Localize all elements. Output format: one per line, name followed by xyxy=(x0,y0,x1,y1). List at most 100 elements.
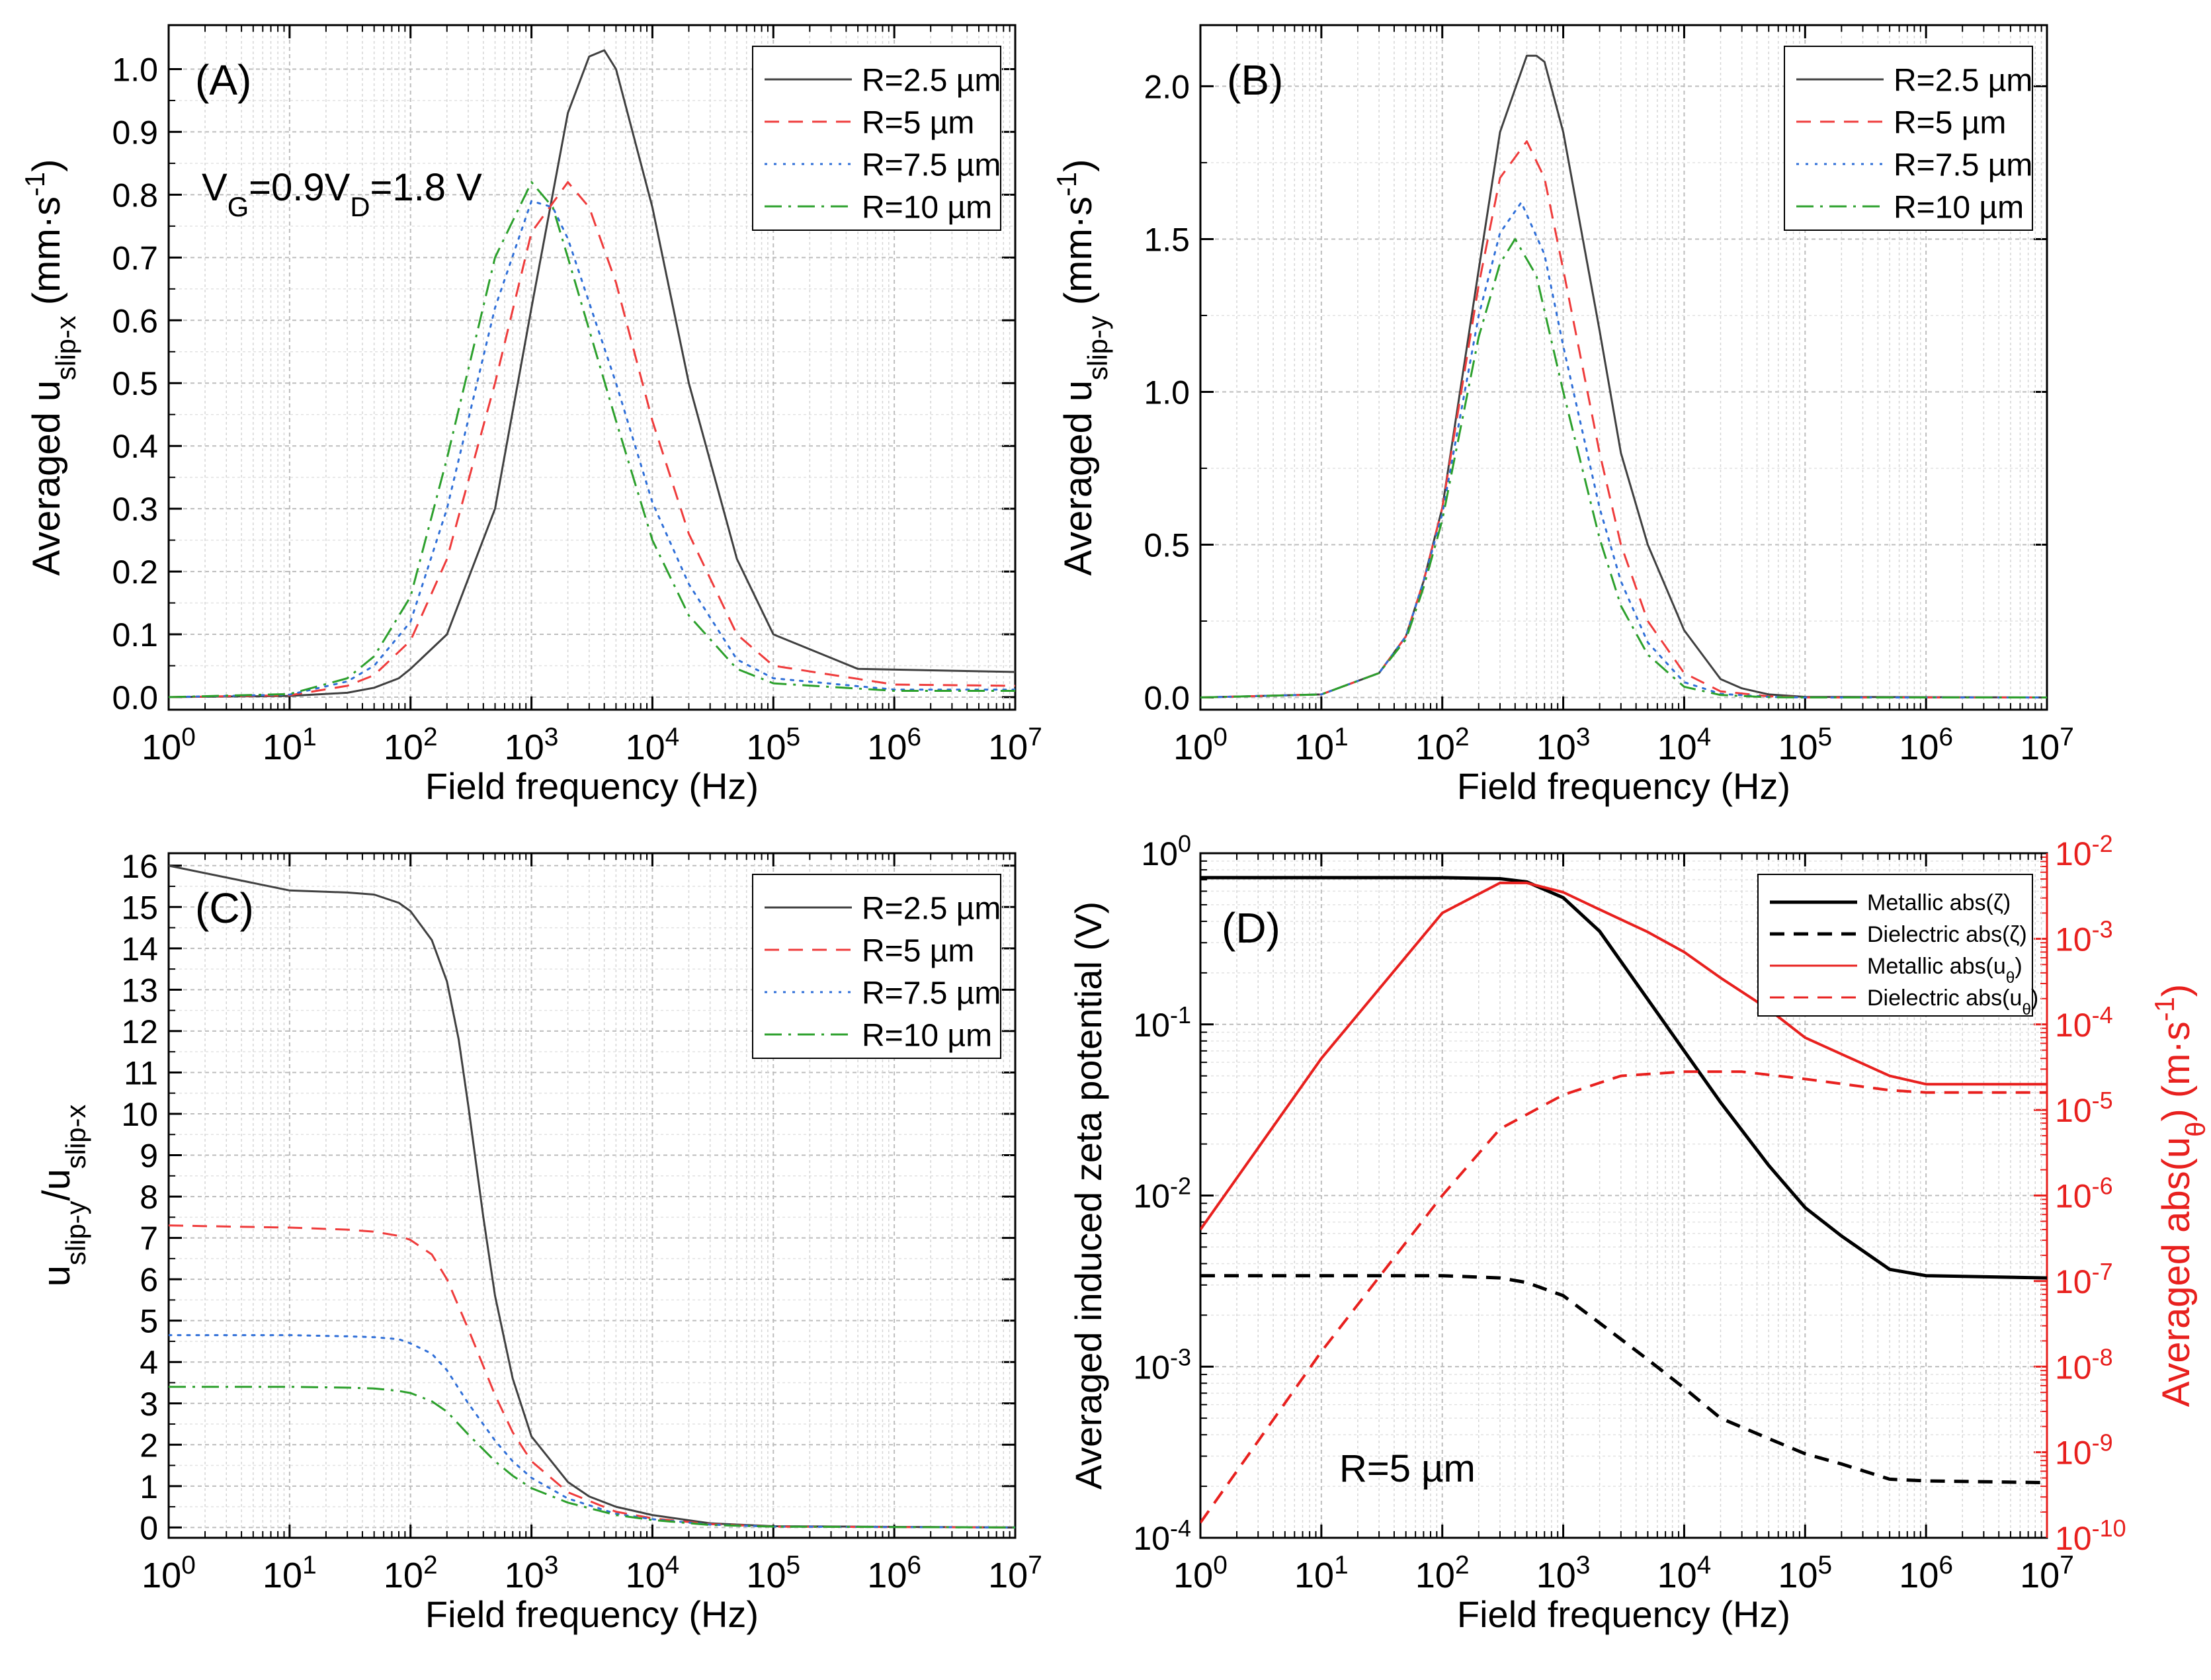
x-axis-label: Field frequency (Hz) xyxy=(425,765,759,807)
y-right-tick-label: 10-4 xyxy=(2055,1001,2113,1044)
y-right-tick-label: 10-2 xyxy=(2055,830,2113,873)
y-tick-label: 4 xyxy=(140,1344,158,1381)
x-tick-label: 103 xyxy=(1536,1551,1591,1596)
y-right-tick-label: 10-8 xyxy=(2055,1343,2113,1386)
series-line-r-5-m xyxy=(169,181,1015,698)
series-line-r-7-5-m xyxy=(1200,201,2047,698)
y-tick-label: 0.6 xyxy=(112,302,158,339)
series-line-r-10-m xyxy=(169,181,1015,698)
y-tick-label: 13 xyxy=(121,972,158,1009)
radius-note: R=5 µm xyxy=(1339,1447,1476,1490)
panel-b: 0.0 0.5 1.0 1.5 2.0 100 101 102 103 104 105 106 107 F… xyxy=(1051,24,2074,807)
series-line-r-2-5-m xyxy=(169,864,1015,1529)
x-tick-label: 105 xyxy=(746,723,800,768)
legend-box xyxy=(752,874,1001,1059)
y-tick-label: 12 xyxy=(121,1013,158,1050)
legend-entry: R=5 µm xyxy=(862,105,974,140)
legend-entry: R=7.5 µm xyxy=(862,976,1001,1011)
x-tick-label: 103 xyxy=(505,1551,559,1596)
voltage-annotation: VG=0.9VD=1.8 V xyxy=(202,166,482,222)
x-tick-label: 102 xyxy=(384,1551,438,1596)
legend-entry: Dielectric abs(uθ) xyxy=(1867,986,2038,1019)
y-tick-label: 8 xyxy=(140,1179,158,1216)
x-tick-label: 103 xyxy=(1536,723,1591,768)
x-tick-label: 102 xyxy=(384,723,438,768)
series-line-r-5-m xyxy=(1200,140,2047,698)
series-line-dielectric-abs- xyxy=(1200,1274,2047,1485)
legend-entry: R=2.5 µm xyxy=(862,63,1001,98)
series-line-r-10-m xyxy=(169,1386,1015,1529)
y-tick-label: 1.5 xyxy=(1144,221,1190,258)
x-tick-label: 102 xyxy=(1415,723,1470,768)
series-group xyxy=(1200,876,2047,1524)
y-tick-label: 0.4 xyxy=(112,428,158,465)
panel-label: (C) xyxy=(195,884,254,932)
y-right-tick-label: 10-3 xyxy=(2055,915,2113,958)
x-tick-label: 104 xyxy=(626,723,680,768)
y-tick-label: 10-4 xyxy=(1133,1515,1191,1558)
legend-box xyxy=(1757,874,2033,1017)
x-tick-label: 101 xyxy=(263,1551,317,1596)
y-right-tick-label: 10-10 xyxy=(2055,1515,2126,1558)
series-group xyxy=(1200,54,2047,698)
panel-label: (B) xyxy=(1227,56,1283,104)
y-right-tick-label: 10-5 xyxy=(2055,1087,2113,1130)
y-tick-label: 7 xyxy=(140,1220,158,1257)
y-axis-label: Averaged uslip-y (mm·s-1) xyxy=(1051,159,1113,576)
panel-d: 100 10-1 10-2 10-3 10-4 10-2 10-3 10-4 10-5 10-6 1… xyxy=(1067,830,2211,1636)
x-tick-label: 107 xyxy=(2020,1551,2074,1596)
y-tick-label: 9 xyxy=(140,1138,158,1175)
x-tick-label: 100 xyxy=(1173,723,1228,768)
y-axis-label: Averaged uslip-x (mm·s-1) xyxy=(19,159,81,576)
y-tick-label: 0.0 xyxy=(1144,680,1190,717)
x-tick-label: 102 xyxy=(1415,1551,1470,1596)
y-tick-label: 0.1 xyxy=(112,616,158,653)
y-tick-label: 6 xyxy=(140,1261,158,1298)
x-tick-label: 107 xyxy=(988,1551,1042,1596)
y-right-tick-label: 10-7 xyxy=(2055,1257,2113,1300)
y-tick-label: 10-1 xyxy=(1133,1001,1191,1044)
x-axis-label: Field frequency (Hz) xyxy=(1457,765,1790,807)
legend-entry: R=10 µm xyxy=(862,190,992,225)
y-tick-label: 0.0 xyxy=(112,679,158,716)
y-tick-label: 16 xyxy=(121,848,158,885)
legend-entry: R=2.5 µm xyxy=(862,891,1001,926)
x-tick-label: 101 xyxy=(1294,723,1349,768)
legend-entry: R=2.5 µm xyxy=(1894,63,2032,98)
series-line-r-2-5-m xyxy=(169,49,1015,698)
y-tick-label: 0.8 xyxy=(112,177,158,214)
y-tick-label: 1.0 xyxy=(112,51,158,88)
x-tick-label: 101 xyxy=(263,723,317,768)
series-group xyxy=(169,49,1015,698)
x-tick-label: 105 xyxy=(746,1551,800,1596)
x-tick-label: 106 xyxy=(1899,723,1953,768)
legend-entry: R=7.5 µm xyxy=(862,147,1001,183)
legend-entry: Metallic abs(uθ) xyxy=(1867,954,2023,987)
plot-frame xyxy=(1199,24,2048,711)
legend-entry: R=7.5 µm xyxy=(1894,147,2032,183)
series-line-metallic-abs- xyxy=(1200,876,2047,1280)
y-right-tick-label: 10-6 xyxy=(2055,1172,2113,1215)
legend-entry: Dielectric abs(ζ) xyxy=(1867,922,2027,947)
panel-label: (A) xyxy=(195,56,251,104)
x-tick-label: 107 xyxy=(988,723,1042,768)
y-right-tick-label: 10-9 xyxy=(2055,1429,2113,1472)
x-tick-label: 107 xyxy=(2020,723,2074,768)
y-tick-label: 0.9 xyxy=(112,114,158,151)
y-tick-label: 2.0 xyxy=(1144,68,1190,105)
x-axis-label: Field frequency (Hz) xyxy=(1457,1593,1790,1635)
x-tick-label: 100 xyxy=(142,723,196,768)
legend-entry: Metallic abs(ζ) xyxy=(1867,890,2011,915)
x-tick-label: 101 xyxy=(1294,1551,1349,1596)
y-tick-label: 15 xyxy=(121,889,158,926)
y-axis-label-right: Averaged abs(uθ) (m·s-1) xyxy=(2149,984,2211,1407)
plot-frame xyxy=(167,24,1017,711)
series-group xyxy=(169,864,1015,1529)
y-tick-label: 3 xyxy=(140,1386,158,1423)
x-tick-label: 100 xyxy=(142,1551,196,1596)
x-tick-label: 106 xyxy=(1899,1551,1953,1596)
legend-box xyxy=(1784,46,2033,231)
panel-a: 0.0 0.1 0.2 0.3 0.4 0.5 0.6 0.7 0.8 0.9 1.0 100 101 1… xyxy=(19,24,1042,807)
y-tick-label: 14 xyxy=(121,931,158,968)
